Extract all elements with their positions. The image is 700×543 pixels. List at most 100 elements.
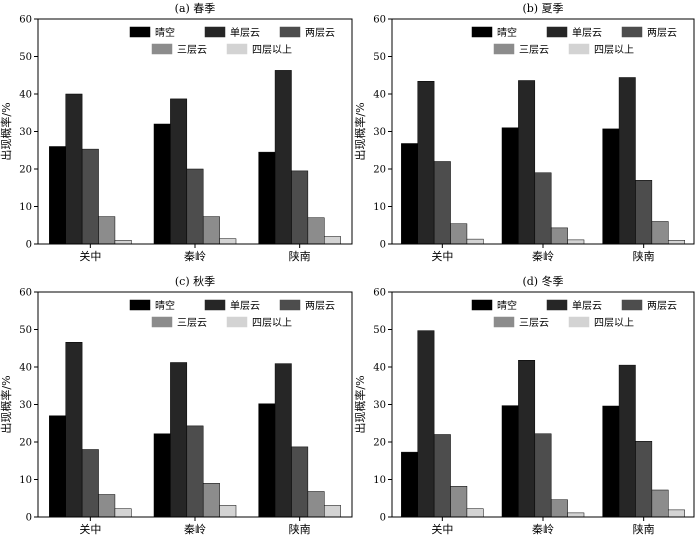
category-label: 陕南 [289, 249, 311, 263]
y-tick-label: 40 [373, 90, 386, 101]
legend-label: 两层云 [305, 27, 335, 39]
bar-两层云-秦岭 [534, 433, 552, 518]
plot-frame [37, 291, 353, 518]
category-label: 秦岭 [184, 249, 206, 263]
y-tick-label: 50 [373, 52, 386, 63]
legend-label: 晴空 [497, 299, 517, 312]
legend-swatch-晴空 [471, 26, 493, 38]
bar-单层云-陕南 [274, 70, 292, 245]
bar-四层以上-秦岭 [219, 505, 237, 518]
legend-swatch-四层以上 [568, 316, 590, 328]
bar-晴空-关中 [401, 451, 418, 518]
legend-label: 三层云 [519, 317, 549, 329]
y-tick-label: 60 [373, 288, 386, 299]
y-tick-label: 0 [380, 513, 386, 524]
bar-单层云-秦岭 [170, 98, 188, 245]
bar-四层以上-关中 [114, 508, 132, 518]
bar-单层云-秦岭 [518, 80, 536, 245]
y-tick-label: 10 [373, 202, 386, 213]
plot-frame [391, 291, 695, 518]
legend-label: 单层云 [230, 300, 260, 312]
legend-label: 三层云 [519, 44, 549, 56]
y-tick-label: 30 [19, 127, 32, 138]
legend-swatch-晴空 [129, 26, 151, 38]
legend-label: 晴空 [155, 26, 175, 39]
bar-两层云-陕南 [291, 170, 309, 245]
bar-两层云-关中 [433, 161, 451, 245]
bar-三层云-秦岭 [202, 216, 220, 245]
legend-label: 两层云 [647, 27, 677, 39]
y-tick-label: 20 [373, 438, 386, 449]
legend-swatch-两层云 [621, 26, 643, 38]
y-tick-label: 60 [19, 288, 32, 299]
bar-两层云-陕南 [635, 180, 653, 245]
bar-晴空-关中 [49, 415, 66, 518]
chart-panel-1: (b) 夏季 0 10 20 30 40 50 60 出现概率/% 关中 秦岭 陕南 晴空 单层云 两层云三… [353, 2, 695, 263]
bar-单层云-关中 [417, 330, 435, 518]
bar-三层云-关中 [98, 494, 116, 518]
bar-四层以上-关中 [466, 508, 484, 518]
bar-三层云-关中 [450, 486, 468, 518]
legend-swatch-两层云 [279, 299, 301, 311]
bar-三层云-陕南 [307, 491, 325, 518]
bar-两层云-关中 [433, 434, 451, 518]
bar-晴空-关中 [401, 143, 418, 245]
category-label: 关中 [431, 522, 453, 536]
bar-三层云-陕南 [307, 217, 325, 245]
category-label: 秦岭 [532, 522, 554, 536]
plot-frame [391, 18, 695, 245]
bar-晴空-秦岭 [501, 127, 519, 245]
legend-swatch-单层云 [204, 26, 226, 38]
chart-panel-2: (c) 秋季 0 10 20 30 40 50 60 出现概率/% 关中 秦岭 陕南 晴空 单层云 两层云三… [0, 274, 353, 536]
legend-label: 四层以上 [594, 44, 634, 56]
y-axis-label: 出现概率/% [353, 102, 367, 160]
chart-title: (a) 春季 [175, 2, 216, 15]
bar-两层云-陕南 [635, 441, 653, 518]
bar-四层以上-陕南 [324, 236, 341, 245]
bar-单层云-陕南 [618, 77, 636, 245]
category-label: 陕南 [633, 249, 655, 263]
y-tick-label: 20 [373, 165, 386, 176]
legend-swatch-三层云 [493, 316, 515, 328]
legend-label: 四层以上 [594, 317, 634, 329]
bar-晴空-秦岭 [501, 405, 519, 518]
category-label: 关中 [431, 249, 453, 263]
bar-三层云-陕南 [651, 489, 669, 518]
legend-label: 晴空 [155, 299, 175, 312]
y-tick-label: 60 [373, 15, 386, 26]
bar-单层云-秦岭 [518, 360, 536, 518]
chart-title: (b) 夏季 [522, 2, 563, 15]
legend-label: 两层云 [305, 300, 335, 312]
legend-swatch-三层云 [493, 43, 515, 55]
y-tick-label: 50 [19, 325, 32, 336]
legend-label: 单层云 [572, 27, 602, 39]
bar-单层云-关中 [65, 342, 83, 518]
y-tick-label: 40 [19, 363, 32, 374]
legend-label: 单层云 [572, 300, 602, 312]
bar-晴空-陕南 [602, 128, 620, 245]
bar-晴空-陕南 [258, 403, 276, 518]
legend-swatch-四层以上 [568, 43, 590, 55]
bar-两层云-关中 [81, 148, 99, 245]
y-tick-label: 50 [19, 52, 32, 63]
bar-三层云-关中 [450, 223, 468, 245]
bar-四层以上-秦岭 [567, 239, 585, 245]
chart-title: (c) 秋季 [175, 274, 215, 288]
y-tick-label: 40 [373, 363, 386, 374]
bar-单层云-陕南 [274, 363, 292, 518]
legend-label: 单层云 [230, 27, 260, 39]
legend-swatch-单层云 [204, 299, 226, 311]
legend-swatch-两层云 [279, 26, 301, 38]
y-tick-label: 40 [19, 90, 32, 101]
legend-swatch-三层云 [151, 43, 173, 55]
legend-swatch-晴空 [129, 299, 151, 311]
bar-四层以上-陕南 [668, 240, 685, 245]
bar-单层云-关中 [417, 81, 435, 245]
bar-四层以上-关中 [114, 240, 132, 245]
bar-晴空-秦岭 [153, 123, 171, 245]
bar-四层以上-陕南 [324, 505, 341, 518]
category-label: 陕南 [633, 522, 655, 536]
y-tick-label: 20 [19, 165, 32, 176]
